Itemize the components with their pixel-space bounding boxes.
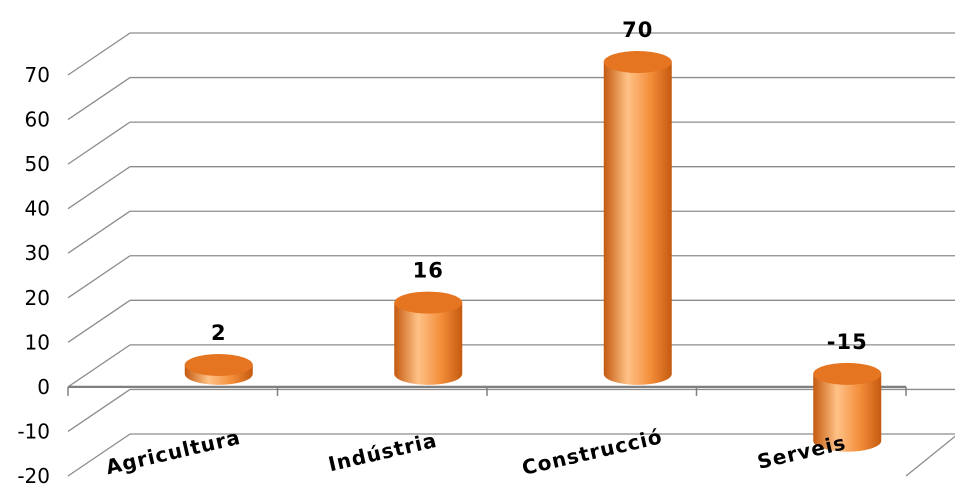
y-tick-label: 20 bbox=[25, 286, 50, 310]
bar-body bbox=[394, 302, 463, 385]
y-tick-label: 0 bbox=[37, 375, 50, 399]
gridline-depth bbox=[67, 166, 131, 210]
y-tick-label: -20 bbox=[17, 464, 50, 488]
gridline-depth bbox=[67, 344, 131, 388]
gridline-depth bbox=[67, 255, 131, 299]
gridlines bbox=[67, 32, 955, 477]
gridline-depth bbox=[67, 299, 131, 343]
data-label: 70 bbox=[622, 18, 653, 42]
bar-cap bbox=[603, 51, 672, 73]
gridline-depth bbox=[67, 433, 131, 477]
bar-serveis bbox=[813, 362, 882, 452]
data-label: 16 bbox=[413, 259, 444, 283]
gridline-depth bbox=[67, 388, 131, 432]
bar-agricultura bbox=[184, 353, 253, 385]
y-tick-label: -10 bbox=[17, 419, 50, 443]
category-labels: Agricultura Indústria Construcció Serveis bbox=[103, 424, 848, 480]
bars bbox=[184, 51, 882, 452]
bar-body bbox=[813, 373, 882, 452]
gridline-depth bbox=[905, 435, 955, 477]
y-tick-label: 70 bbox=[25, 63, 50, 87]
gridline-depth bbox=[67, 77, 131, 121]
gridline-depth bbox=[67, 210, 131, 254]
y-tick-label: 50 bbox=[25, 152, 50, 176]
y-axis-ticks: 70 60 50 40 30 20 10 0 -10 -20 bbox=[17, 63, 50, 488]
data-labels: 2 16 70 -15 bbox=[211, 18, 868, 354]
y-tick-label: 60 bbox=[25, 108, 50, 132]
gridline-depth bbox=[67, 121, 131, 165]
bar-cap bbox=[184, 353, 253, 376]
bar-cap bbox=[394, 291, 463, 314]
y-tick-label: 40 bbox=[25, 197, 50, 221]
bar-construcció bbox=[603, 51, 672, 385]
bar-cap bbox=[813, 362, 882, 385]
y-tick-label: 10 bbox=[25, 330, 50, 354]
category-label: Serveis bbox=[755, 430, 848, 474]
gridline-depth bbox=[67, 32, 131, 76]
data-label: 2 bbox=[211, 321, 227, 345]
category-label: Indústria bbox=[326, 428, 439, 476]
bar-body bbox=[603, 62, 672, 385]
category-label: Agricultura bbox=[103, 425, 242, 479]
y-tick-label: 30 bbox=[25, 241, 50, 265]
data-label: -15 bbox=[827, 330, 868, 354]
category-label: Construcció bbox=[520, 424, 665, 480]
bar-indústria bbox=[394, 291, 463, 385]
